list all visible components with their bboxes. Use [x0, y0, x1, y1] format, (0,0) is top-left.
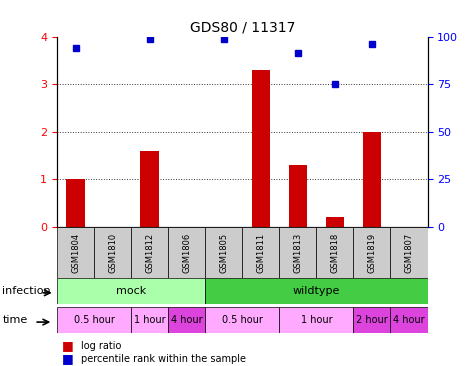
Text: GSM1804: GSM1804	[71, 232, 80, 273]
Text: GSM1806: GSM1806	[182, 232, 191, 273]
Bar	[252, 70, 270, 227]
FancyBboxPatch shape	[242, 227, 279, 278]
FancyBboxPatch shape	[131, 227, 168, 278]
Text: log ratio: log ratio	[81, 341, 121, 351]
Text: time: time	[2, 315, 28, 325]
Text: 4 hour: 4 hour	[171, 315, 202, 325]
Bar	[141, 151, 159, 227]
Text: ■: ■	[62, 339, 74, 352]
Text: 4 hour: 4 hour	[393, 315, 425, 325]
FancyBboxPatch shape	[353, 227, 390, 278]
Bar	[66, 179, 85, 227]
FancyBboxPatch shape	[131, 307, 168, 333]
Text: 1 hour: 1 hour	[134, 315, 165, 325]
FancyBboxPatch shape	[279, 227, 316, 278]
Text: 2 hour: 2 hour	[356, 315, 388, 325]
FancyBboxPatch shape	[279, 307, 353, 333]
Bar	[289, 165, 307, 227]
FancyBboxPatch shape	[57, 278, 205, 304]
Text: wildtype: wildtype	[293, 286, 340, 296]
FancyBboxPatch shape	[57, 227, 94, 278]
Title: GDS80 / 11317: GDS80 / 11317	[190, 20, 295, 34]
FancyBboxPatch shape	[205, 278, 428, 304]
FancyBboxPatch shape	[168, 307, 205, 333]
FancyBboxPatch shape	[57, 307, 131, 333]
Text: GSM1819: GSM1819	[368, 232, 376, 273]
FancyBboxPatch shape	[168, 227, 205, 278]
FancyBboxPatch shape	[390, 227, 428, 278]
FancyBboxPatch shape	[205, 227, 242, 278]
FancyBboxPatch shape	[390, 307, 428, 333]
Text: GSM1807: GSM1807	[405, 232, 413, 273]
Text: GSM1805: GSM1805	[219, 232, 228, 273]
Text: 0.5 hour: 0.5 hour	[222, 315, 263, 325]
Text: 0.5 hour: 0.5 hour	[74, 315, 114, 325]
Text: GSM1811: GSM1811	[256, 232, 265, 273]
FancyBboxPatch shape	[316, 227, 353, 278]
FancyBboxPatch shape	[353, 307, 390, 333]
Text: GSM1813: GSM1813	[294, 232, 302, 273]
Text: 1 hour: 1 hour	[301, 315, 332, 325]
Text: infection: infection	[2, 286, 51, 296]
Bar	[363, 132, 381, 227]
FancyBboxPatch shape	[94, 227, 131, 278]
Text: percentile rank within the sample: percentile rank within the sample	[81, 354, 246, 364]
Text: mock: mock	[116, 286, 146, 296]
FancyBboxPatch shape	[205, 307, 279, 333]
Text: ■: ■	[62, 352, 74, 365]
Text: GSM1810: GSM1810	[108, 232, 117, 273]
Bar	[326, 217, 344, 227]
Text: GSM1812: GSM1812	[145, 232, 154, 273]
Text: GSM1818: GSM1818	[331, 232, 339, 273]
